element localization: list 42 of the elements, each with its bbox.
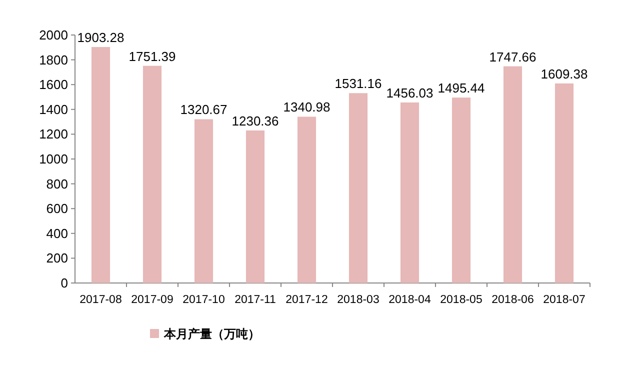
y-tick-label: 1400 — [39, 102, 68, 117]
y-tick-label: 0 — [60, 276, 68, 290]
bar — [142, 66, 162, 283]
y-tick-label: 400 — [46, 226, 68, 241]
y-tick-label: 1800 — [39, 52, 68, 68]
bar — [91, 46, 110, 283]
y-tick-label: 200 — [46, 250, 68, 266]
data-label: 1320.67 — [180, 102, 228, 118]
x-tick-label: 2018-05 — [440, 294, 482, 306]
x-tick-label: 2017-09 — [131, 294, 174, 306]
x-tick-label: 2018-04 — [388, 294, 432, 306]
data-label: 1903.28 — [77, 30, 124, 45]
bar — [554, 83, 574, 283]
bar — [503, 66, 522, 283]
y-tick-label: 600 — [46, 201, 68, 216]
y-tick-label: 1000 — [39, 152, 68, 166]
bar — [246, 130, 265, 283]
data-label: 1531.16 — [334, 76, 382, 92]
x-tick-label: 2018-03 — [337, 294, 380, 306]
data-label: 1456.03 — [386, 85, 434, 100]
x-tick-label: 2017-12 — [286, 294, 328, 306]
x-tick-label: 2017-08 — [80, 294, 122, 306]
x-tick-label: 2018-06 — [492, 294, 534, 306]
bar — [194, 119, 214, 283]
data-label: 1751.39 — [128, 48, 176, 64]
y-tick-label: 1600 — [39, 77, 68, 92]
data-label: 1609.38 — [540, 66, 588, 82]
y-tick-label: 2000 — [39, 28, 68, 42]
bar — [452, 98, 471, 283]
x-tick-label: 2017-10 — [182, 294, 225, 306]
x-tick-label: 2018-07 — [543, 294, 586, 306]
data-label: 1230.36 — [232, 113, 279, 128]
y-tick-label: 1200 — [39, 126, 68, 142]
x-tick-label: 2017-11 — [234, 294, 276, 306]
data-label: 1495.44 — [438, 80, 485, 96]
data-label: 1747.66 — [489, 49, 536, 64]
bar — [297, 116, 316, 283]
bar — [400, 102, 420, 283]
y-tick-label: 800 — [46, 176, 68, 192]
data-label: 1340.98 — [283, 100, 330, 115]
legend-label: 本月产量（万吨） — [163, 327, 260, 341]
bar — [348, 93, 368, 283]
